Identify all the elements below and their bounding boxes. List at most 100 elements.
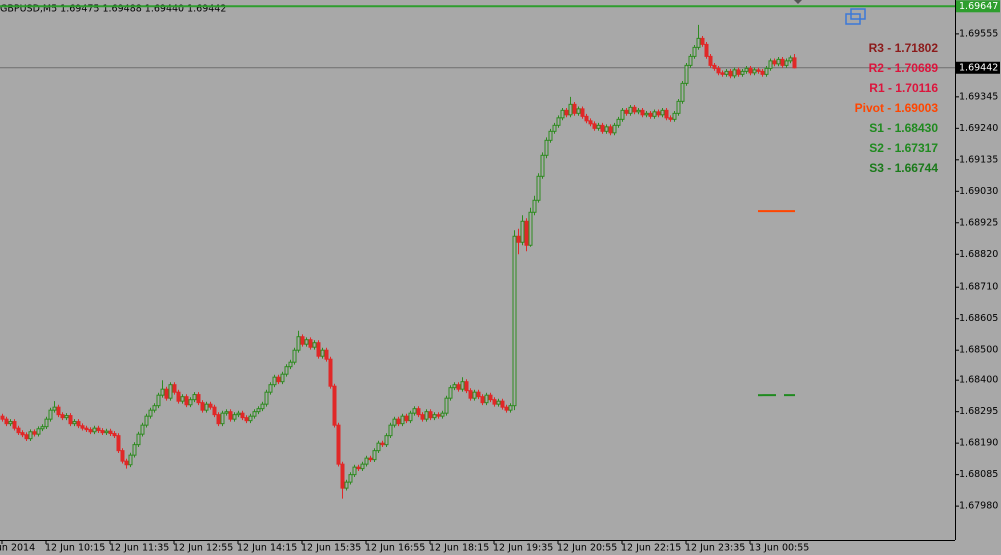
candle-body	[720, 72, 725, 75]
candle-body	[264, 391, 269, 405]
y-tick-label: 1.67980	[959, 501, 998, 512]
x-tick-label: 12 Jun 19:35	[493, 543, 553, 554]
candle-body	[384, 435, 389, 446]
candle-body	[36, 428, 41, 435]
candle-body	[192, 394, 197, 401]
candle-body	[56, 406, 61, 416]
candle-body	[84, 427, 89, 431]
candle-body	[696, 37, 701, 48]
candle-body	[248, 415, 253, 422]
y-tick-label: 1.68295	[959, 406, 998, 417]
candle-body	[28, 431, 33, 440]
candle-body	[196, 394, 201, 404]
x-tick-label: 12 Jun 12:55	[173, 543, 233, 554]
candle-body	[316, 342, 321, 357]
x-tick-label: 13 Jun 00:55	[749, 543, 809, 554]
candle-body	[532, 199, 537, 213]
candle-body	[644, 112, 649, 116]
candle-body	[716, 67, 721, 74]
candle-body	[132, 444, 137, 456]
candle-body	[632, 106, 637, 113]
candle-body	[160, 388, 165, 396]
candle-body	[488, 394, 493, 401]
candle-body	[704, 43, 709, 57]
candle-body	[108, 430, 113, 435]
candle-body	[636, 109, 641, 113]
pivot-label: S2 - 1.67317	[869, 141, 938, 155]
candle-body	[588, 120, 593, 125]
candle-body	[200, 402, 205, 411]
candle-body	[104, 430, 109, 434]
candle-body	[452, 384, 457, 389]
candle-body	[348, 474, 353, 483]
candle-body	[124, 460, 129, 466]
pivot-label: R1 - 1.70116	[869, 81, 938, 95]
candle-body	[712, 64, 717, 69]
candle-body	[20, 432, 25, 436]
candle-body	[616, 118, 621, 126]
y-tick-label: 1.69345	[959, 91, 998, 102]
candle-body	[600, 124, 605, 132]
candle-body	[512, 235, 517, 407]
candle-body	[692, 46, 697, 57]
candle-body	[296, 336, 301, 351]
candle-body	[440, 412, 445, 417]
candle-body	[592, 123, 597, 129]
x-tick-label: 12 Jun 16:55	[365, 543, 425, 554]
candle-body	[24, 434, 29, 440]
candle-body	[524, 220, 529, 246]
candle-body	[668, 117, 673, 120]
candle-body	[368, 457, 373, 461]
y-tick-label: 1.69555	[959, 28, 998, 39]
candle-body	[268, 384, 273, 393]
last-price-box	[956, 61, 1000, 74]
candle-body	[332, 385, 337, 426]
candle-body	[472, 391, 477, 399]
candle-body	[752, 69, 757, 74]
x-tick-label: 12 Jun 18:15	[429, 543, 489, 554]
candle-body	[44, 418, 49, 428]
candle-body	[568, 103, 573, 116]
candle-body	[52, 406, 57, 411]
candle-body	[700, 37, 705, 45]
candle-body	[240, 412, 245, 419]
candle-body	[444, 397, 449, 414]
alert-label-box	[956, 0, 1000, 13]
candle-body	[96, 427, 101, 432]
candle-body	[552, 124, 557, 132]
candle-body	[604, 126, 609, 132]
candle-body	[376, 442, 381, 452]
x-tick-label: 12 Jun 14:15	[237, 543, 297, 554]
y-tick-label: 1.68605	[959, 313, 998, 324]
candle-body	[344, 481, 349, 489]
candle-body	[172, 384, 177, 393]
candle-body	[320, 349, 325, 357]
candle-body	[324, 349, 329, 360]
candle-body	[596, 124, 601, 129]
chart-shift-marker[interactable]	[794, 0, 802, 4]
candle-body	[292, 349, 297, 363]
candle-body	[276, 376, 281, 383]
candle-body	[92, 427, 97, 433]
candle-body	[436, 414, 441, 417]
last-price-label: 1.69442	[959, 62, 998, 73]
candle-body	[516, 235, 521, 243]
y-tick-label: 1.69240	[959, 123, 998, 134]
candle-body	[204, 403, 209, 411]
y-tick-label: 1.68190	[959, 438, 998, 449]
candle-body	[400, 415, 405, 425]
candle-body	[16, 427, 21, 434]
x-tick-label: 12 Jun 15:35	[301, 543, 361, 554]
candle-body	[396, 418, 401, 425]
pivot-label: Pivot - 1.69003	[855, 101, 939, 115]
candle-body	[304, 339, 309, 345]
candle-body	[528, 211, 533, 246]
y-tick-label: 1.69030	[959, 186, 998, 197]
candle-body	[404, 415, 409, 422]
candle-body	[760, 70, 765, 75]
candle-body	[788, 57, 793, 62]
candle-body	[112, 433, 117, 437]
window-icon[interactable]	[845, 8, 866, 25]
candle-body	[688, 55, 693, 66]
